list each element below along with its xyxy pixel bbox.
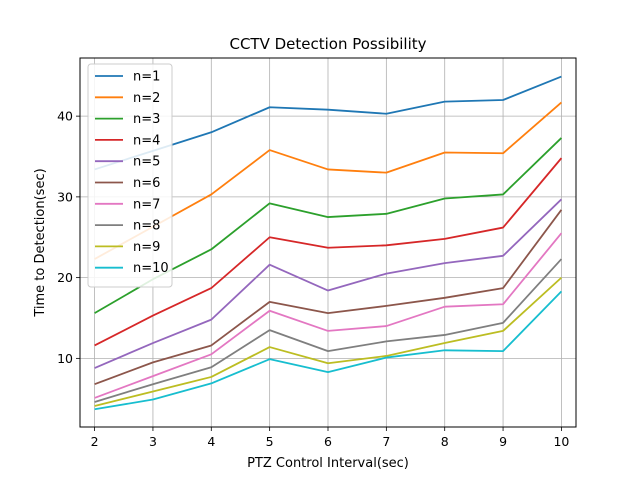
x-tick-label: 2 — [91, 434, 99, 449]
chart-title: CCTV Detection Possibility — [229, 35, 426, 53]
x-tick-label: 6 — [324, 434, 332, 449]
x-tick-label: 3 — [149, 434, 157, 449]
series-line-4 — [94, 157, 563, 347]
legend-label-1: n=1 — [133, 70, 160, 85]
y-tick-label: 20 — [57, 270, 73, 285]
legend-label-7: n=7 — [133, 197, 160, 212]
legend-box — [87, 63, 173, 288]
series-line-7 — [94, 232, 563, 399]
legend-label-2: n=2 — [133, 91, 160, 106]
x-tick-label: 5 — [266, 434, 274, 449]
legend-label-10: n=10 — [133, 261, 169, 276]
legend: n=1 n=2 n=3 n=4 n=5 n=6 n=7 n=8 n=9 n=10 — [87, 63, 173, 288]
x-tick-label: 9 — [499, 434, 507, 449]
legend-label-9: n=9 — [133, 240, 160, 255]
y-tick-label: 40 — [57, 109, 73, 124]
series-line-5 — [94, 198, 563, 369]
series-line-9 — [94, 276, 563, 407]
series-line-10 — [94, 290, 563, 411]
legend-label-3: n=3 — [133, 112, 160, 127]
legend-label-8: n=8 — [133, 219, 160, 234]
legend-label-5: n=5 — [133, 155, 160, 170]
y-axis-ticks: 10 20 30 40 — [57, 109, 80, 366]
y-tick-label: 30 — [57, 189, 73, 204]
x-tick-label: 10 — [553, 434, 569, 449]
x-axis-title: PTZ Control Interval(sec) — [247, 456, 409, 471]
y-tick-label: 10 — [57, 351, 73, 366]
legend-label-4: n=4 — [133, 133, 160, 148]
x-tick-label: 7 — [382, 434, 390, 449]
x-tick-label: 8 — [441, 434, 449, 449]
series-line-6 — [94, 209, 563, 386]
x-axis-ticks: 2 3 4 5 6 7 8 9 10 — [91, 427, 569, 449]
y-axis-title: Time to Detection(sec) — [33, 168, 48, 317]
series-line-8 — [94, 258, 563, 403]
x-tick-label: 4 — [207, 434, 215, 449]
legend-label-6: n=6 — [133, 176, 160, 191]
